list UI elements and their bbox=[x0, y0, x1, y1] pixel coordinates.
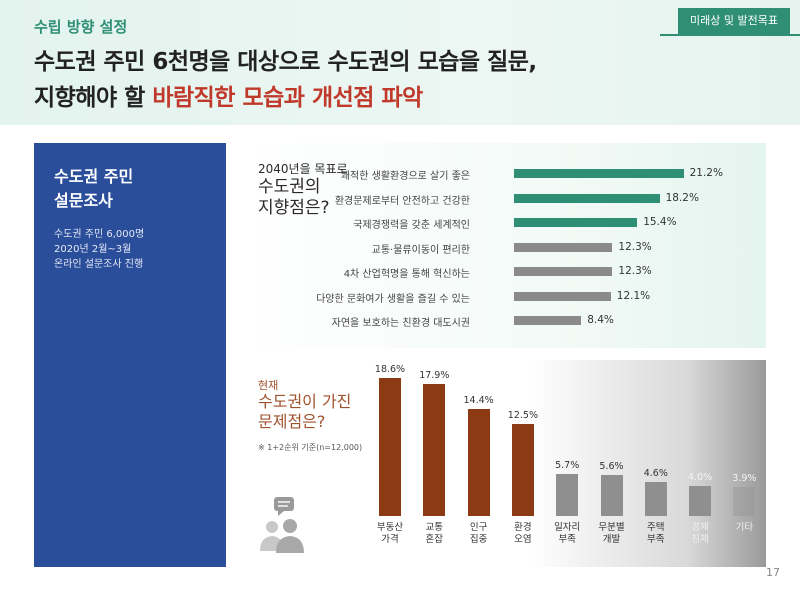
problem-bar-label-line: 인구 bbox=[469, 522, 488, 533]
problem-bar-label: 경제 침체 bbox=[675, 522, 725, 546]
aspiration-bar bbox=[514, 169, 684, 178]
problem-bar-label-line: 오염 bbox=[514, 534, 532, 545]
problem-bar-label-line: 환경 bbox=[514, 522, 532, 533]
problem-bar-value: 17.9% bbox=[419, 369, 450, 381]
problem-bar-value: 3.9% bbox=[732, 473, 757, 485]
problem-bar-value: 14.4% bbox=[463, 395, 494, 407]
problem-bar-label: 기타 bbox=[719, 522, 769, 534]
problem-bar bbox=[467, 409, 490, 516]
problem-bar-value: 4.6% bbox=[643, 467, 668, 479]
problem-bar bbox=[423, 383, 446, 516]
aspiration-bar-value: 12.3% bbox=[618, 265, 652, 277]
headline-line-2: 지향해야 할 바람직한 모습과 개선점 파악 bbox=[34, 78, 423, 112]
problem-bar-label: 인구 집중 bbox=[454, 522, 504, 546]
aspiration-bar-value: 15.4% bbox=[643, 216, 677, 228]
problems-chart-panel: 현재 수도권이 가진 문제점은? ※ 1+2순위 기준(n=12,000) 18… bbox=[238, 360, 766, 567]
problem-bar-label: 환경 오염 bbox=[498, 522, 548, 546]
section-tab[interactable]: 미래상 및 발전목표 bbox=[678, 8, 790, 34]
problem-bar bbox=[556, 473, 579, 516]
aspiration-bar bbox=[514, 242, 613, 252]
headline-line-1: 수도권 주민 6천명을 대상으로 수도권의 모습을 질문, bbox=[34, 49, 537, 75]
problem-bar-label-line: 부족 bbox=[558, 534, 576, 545]
problems-chart-note: ※ 1+2순위 기준(n=12,000) bbox=[258, 443, 363, 452]
tab-underline bbox=[660, 34, 800, 36]
aspiration-bar-label: 자연을 보호하는 친환경 대도시권 bbox=[331, 318, 470, 329]
aspiration-bar-value: 12.1% bbox=[616, 289, 651, 302]
headline-line-2-plain: 지향해야 할 bbox=[34, 85, 153, 111]
aspiration-chart-kicker: 2040년을 목표로 bbox=[258, 162, 348, 176]
problem-bar-label-line: 일자리 bbox=[554, 522, 581, 533]
problems-chart-title-line-1: 수도권이 가진 bbox=[258, 392, 352, 411]
survey-desc-line-3: 온라인 설문조사 진행 bbox=[54, 259, 144, 270]
aspiration-bar bbox=[514, 267, 613, 276]
aspiration-bar-value: 8.4% bbox=[587, 314, 614, 326]
problem-bar-label-line: 개발 bbox=[602, 534, 621, 545]
problem-bar-value: 5.6% bbox=[599, 460, 624, 472]
problem-bar-label-line: 혼잡 bbox=[425, 534, 444, 545]
aspiration-bar-value: 21.2% bbox=[689, 167, 723, 179]
problem-bar bbox=[600, 474, 623, 516]
people-speech-icon bbox=[260, 497, 304, 553]
problem-bar-label: 부동산 가격 bbox=[365, 522, 415, 546]
survey-title-line-2: 설문조사 bbox=[54, 191, 113, 210]
problem-bar-label-line: 부족 bbox=[647, 534, 665, 545]
aspiration-bar bbox=[514, 316, 582, 325]
page-header: 미래상 및 발전목표 수립 방향 설정 수도권 주민 6천명을 대상으로 수도권… bbox=[0, 0, 800, 125]
problem-bar-value: 4.0% bbox=[688, 472, 713, 484]
aspiration-chart-title-line-1: 수도권의 bbox=[258, 177, 321, 197]
aspiration-chart-title-line-2: 지향점은? bbox=[258, 198, 330, 218]
aspiration-bar bbox=[514, 218, 638, 227]
aspiration-bar bbox=[514, 193, 660, 203]
problem-bar bbox=[644, 481, 667, 516]
problem-bar-label-line: 부동산 bbox=[376, 522, 404, 533]
problems-chart-title: 수도권이 가진 문제점은? bbox=[258, 392, 351, 432]
problem-bar-label-line: 교통 bbox=[425, 522, 444, 533]
problem-bar-label: 무분별 개발 bbox=[587, 522, 637, 546]
survey-title-line-1: 수도권 주민 bbox=[54, 167, 134, 186]
problem-bar-value: 18.6% bbox=[374, 364, 406, 376]
aspiration-bar-label: 환경문제로부터 안전하고 건강한 bbox=[334, 195, 470, 207]
survey-info-box: 수도권 주민 설문조사 수도권 주민 6,000명 2020년 2월~3월 온라… bbox=[34, 143, 226, 567]
problems-chart-title-line-2: 문제점은? bbox=[258, 412, 326, 431]
section-tag: 수립 방향 설정 bbox=[34, 18, 128, 36]
problem-bar-label-line: 기타 bbox=[735, 522, 754, 533]
problem-bar-value: 12.5% bbox=[507, 409, 538, 421]
aspiration-bar-label: 4차 산업혁명을 통해 혁신하는 bbox=[343, 269, 470, 280]
problem-bar-label: 교통 혼잡 bbox=[409, 522, 459, 546]
aspiration-chart-title: 2040년을 목표로 수도권의 지향점은? bbox=[258, 161, 348, 219]
problem-bar-label-line: 집중 bbox=[469, 534, 488, 545]
survey-desc-line-2: 2020년 2월~3월 bbox=[54, 244, 132, 255]
problem-bar bbox=[689, 486, 712, 516]
problem-bar-label: 일자리 부족 bbox=[542, 522, 592, 546]
aspiration-bar-value: 18.2% bbox=[665, 191, 699, 204]
survey-desc-line-1: 수도권 주민 6,000명 bbox=[54, 229, 145, 240]
problem-bar-label-line: 침체 bbox=[691, 534, 709, 545]
aspiration-bar-label: 국제경쟁력을 갖춘 세계적인 bbox=[353, 220, 470, 231]
problem-bar bbox=[511, 423, 534, 516]
problem-bar-value: 5.7% bbox=[555, 459, 580, 471]
aspiration-bar-label: 다양한 문화여가 생활을 즐길 수 있는 bbox=[316, 293, 470, 305]
aspiration-bar-label: 쾌적한 생활환경으로 살기 좋은 bbox=[340, 171, 470, 182]
problem-bar-label-line: 가격 bbox=[381, 534, 399, 545]
problems-chart-kicker: 현재 bbox=[258, 379, 279, 392]
aspiration-bar-value: 12.3% bbox=[618, 240, 652, 253]
page-number: 17 bbox=[766, 566, 780, 579]
problem-bar bbox=[733, 487, 756, 516]
problem-bar-label-line: 무분별 bbox=[598, 522, 625, 533]
aspiration-chart-panel: 2040년을 목표로 수도권의 지향점은? 쾌적한 생활환경으로 살기 좋은 21… bbox=[238, 143, 766, 348]
survey-title: 수도권 주민 설문조사 bbox=[54, 165, 133, 213]
survey-description: 수도권 주민 6,000명 2020년 2월~3월 온라인 설문조사 진행 bbox=[54, 227, 144, 272]
problem-bar-label: 주택 부족 bbox=[631, 522, 681, 546]
problem-bar bbox=[379, 378, 401, 516]
aspiration-bar bbox=[514, 291, 611, 301]
problem-bar-label-line: 경제 bbox=[691, 522, 709, 533]
aspiration-bar-label: 교통·물류이동이 편리한 bbox=[371, 244, 470, 256]
headline-line-2-highlight: 바람직한 모습과 개선점 파악 bbox=[152, 85, 423, 111]
problem-bar-label-line: 주택 bbox=[647, 522, 665, 533]
